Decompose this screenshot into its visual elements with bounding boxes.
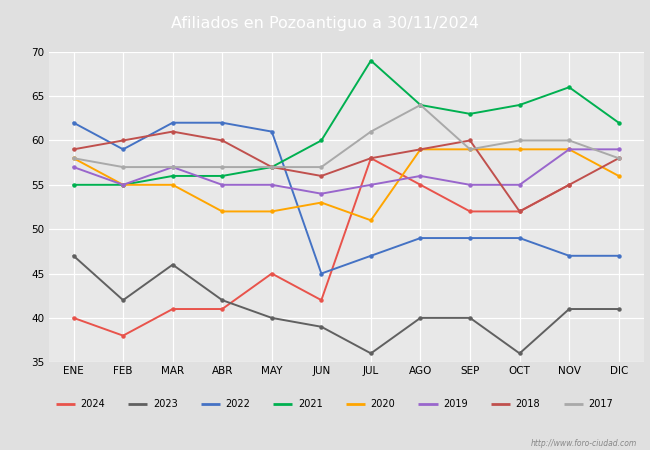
Text: 2021: 2021 xyxy=(298,399,322,409)
Text: Afiliados en Pozoantiguo a 30/11/2024: Afiliados en Pozoantiguo a 30/11/2024 xyxy=(171,16,479,31)
Text: 2019: 2019 xyxy=(443,399,467,409)
Text: 2022: 2022 xyxy=(226,399,250,409)
Text: 2018: 2018 xyxy=(515,399,540,409)
Text: 2024: 2024 xyxy=(81,399,105,409)
Text: 2020: 2020 xyxy=(370,399,395,409)
Text: http://www.foro-ciudad.com: http://www.foro-ciudad.com xyxy=(531,439,637,448)
Text: 2017: 2017 xyxy=(588,399,613,409)
Text: 2023: 2023 xyxy=(153,399,177,409)
